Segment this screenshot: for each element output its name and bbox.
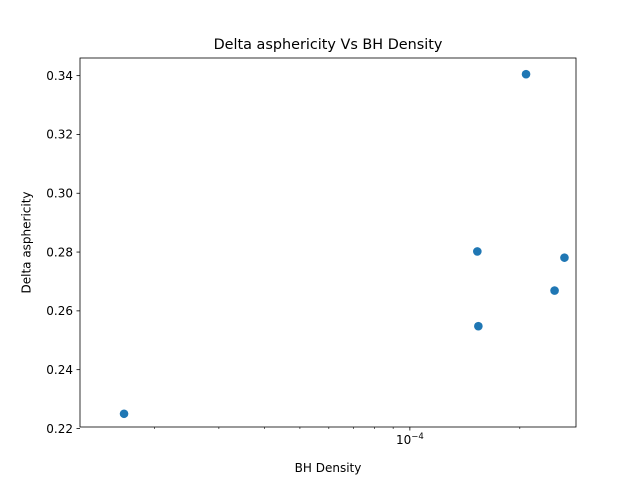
x-tick-label: 10−4 [396, 432, 424, 447]
scatter-point [521, 69, 531, 79]
y-tick-label: 0.26 [46, 304, 73, 318]
y-tick-label: 0.28 [46, 245, 73, 259]
scatter-point [550, 286, 559, 295]
x-tick-label-exponent: −4 [411, 432, 424, 442]
y-tick-label: 0.34 [46, 69, 73, 83]
y-tick-label: 0.30 [46, 187, 73, 201]
y-tick-label: 0.24 [46, 363, 73, 377]
scatter-point [473, 247, 482, 256]
x-tick-label-base: 10 [396, 433, 411, 447]
plot-frame [79, 57, 577, 428]
y-axis-ticks: 0.22 0.24 0.26 0.28 0.30 0.32 0.34 [46, 69, 80, 436]
scatter-point [119, 409, 129, 419]
plot-area: 0.22 0.24 0.26 0.28 0.30 0.32 0.34 10−4 [46, 57, 577, 447]
y-axis-label: Delta asphericity [20, 191, 34, 293]
chart-title: Delta asphericity Vs BH Density [214, 37, 443, 53]
y-tick-label: 0.32 [46, 128, 73, 142]
x-axis-label: BH Density [295, 461, 362, 475]
y-tick-label: 0.22 [46, 422, 73, 436]
scatter-point [474, 321, 483, 331]
scatter-point [560, 253, 569, 262]
data-points [119, 69, 569, 419]
